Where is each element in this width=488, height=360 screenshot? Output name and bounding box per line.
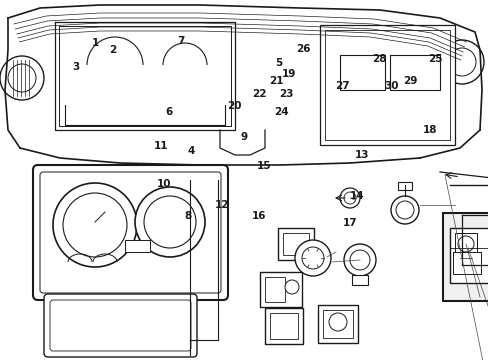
Text: 8: 8 <box>184 211 191 221</box>
Bar <box>283 233 308 255</box>
Text: 7: 7 <box>177 36 184 46</box>
Bar <box>351 275 367 285</box>
Text: 1: 1 <box>92 38 99 48</box>
Bar <box>323 310 352 338</box>
Circle shape <box>285 280 298 294</box>
Circle shape <box>53 183 137 267</box>
Text: 13: 13 <box>354 150 368 160</box>
FancyBboxPatch shape <box>40 172 221 293</box>
Text: 17: 17 <box>342 218 356 228</box>
Bar <box>449 228 488 283</box>
Text: 20: 20 <box>227 101 242 111</box>
Circle shape <box>294 240 330 276</box>
Circle shape <box>343 192 355 204</box>
Circle shape <box>457 236 473 252</box>
Circle shape <box>135 187 204 257</box>
Bar <box>125 240 150 252</box>
Text: 14: 14 <box>349 191 364 201</box>
Circle shape <box>457 238 477 258</box>
Text: 15: 15 <box>256 161 271 171</box>
Circle shape <box>395 201 413 219</box>
Text: 3: 3 <box>72 62 79 72</box>
Text: 5: 5 <box>275 58 282 68</box>
Circle shape <box>390 196 418 224</box>
Bar <box>278 228 313 260</box>
Bar <box>339 55 384 90</box>
Text: 12: 12 <box>215 200 229 210</box>
Text: 10: 10 <box>156 179 171 189</box>
Bar <box>442 213 488 301</box>
FancyBboxPatch shape <box>33 165 227 300</box>
Bar <box>454 233 476 253</box>
Text: 18: 18 <box>422 125 437 135</box>
Bar <box>397 182 411 190</box>
Circle shape <box>447 48 475 76</box>
Circle shape <box>451 232 483 264</box>
Bar <box>319 25 454 145</box>
Text: 11: 11 <box>154 141 168 151</box>
Circle shape <box>339 188 359 208</box>
Text: 23: 23 <box>278 89 293 99</box>
FancyBboxPatch shape <box>44 294 197 357</box>
Text: 19: 19 <box>281 69 295 79</box>
Circle shape <box>343 244 375 276</box>
Bar <box>487 262 488 274</box>
Text: 16: 16 <box>251 211 266 221</box>
Text: 21: 21 <box>268 76 283 86</box>
Bar <box>264 277 285 302</box>
Circle shape <box>328 313 346 331</box>
Text: 9: 9 <box>241 132 247 142</box>
Text: 29: 29 <box>403 76 417 86</box>
Text: 22: 22 <box>251 89 266 99</box>
Text: 26: 26 <box>295 44 310 54</box>
Text: 4: 4 <box>186 146 194 156</box>
Circle shape <box>439 40 483 84</box>
Text: 6: 6 <box>165 107 172 117</box>
Bar <box>389 55 439 90</box>
Circle shape <box>63 193 127 257</box>
FancyBboxPatch shape <box>50 300 191 351</box>
Circle shape <box>143 196 196 248</box>
Circle shape <box>0 56 44 100</box>
Circle shape <box>302 247 324 269</box>
Circle shape <box>349 250 369 270</box>
Bar <box>264 308 303 344</box>
Bar <box>269 313 297 339</box>
Text: 2: 2 <box>109 45 116 55</box>
Circle shape <box>8 64 36 92</box>
Text: 27: 27 <box>334 81 349 91</box>
Text: 25: 25 <box>427 54 442 64</box>
Bar <box>325 30 449 140</box>
Bar <box>452 252 480 274</box>
Bar <box>317 305 357 343</box>
Text: 30: 30 <box>383 81 398 91</box>
Text: 24: 24 <box>273 107 288 117</box>
Bar <box>260 272 302 307</box>
Text: 28: 28 <box>371 54 386 64</box>
